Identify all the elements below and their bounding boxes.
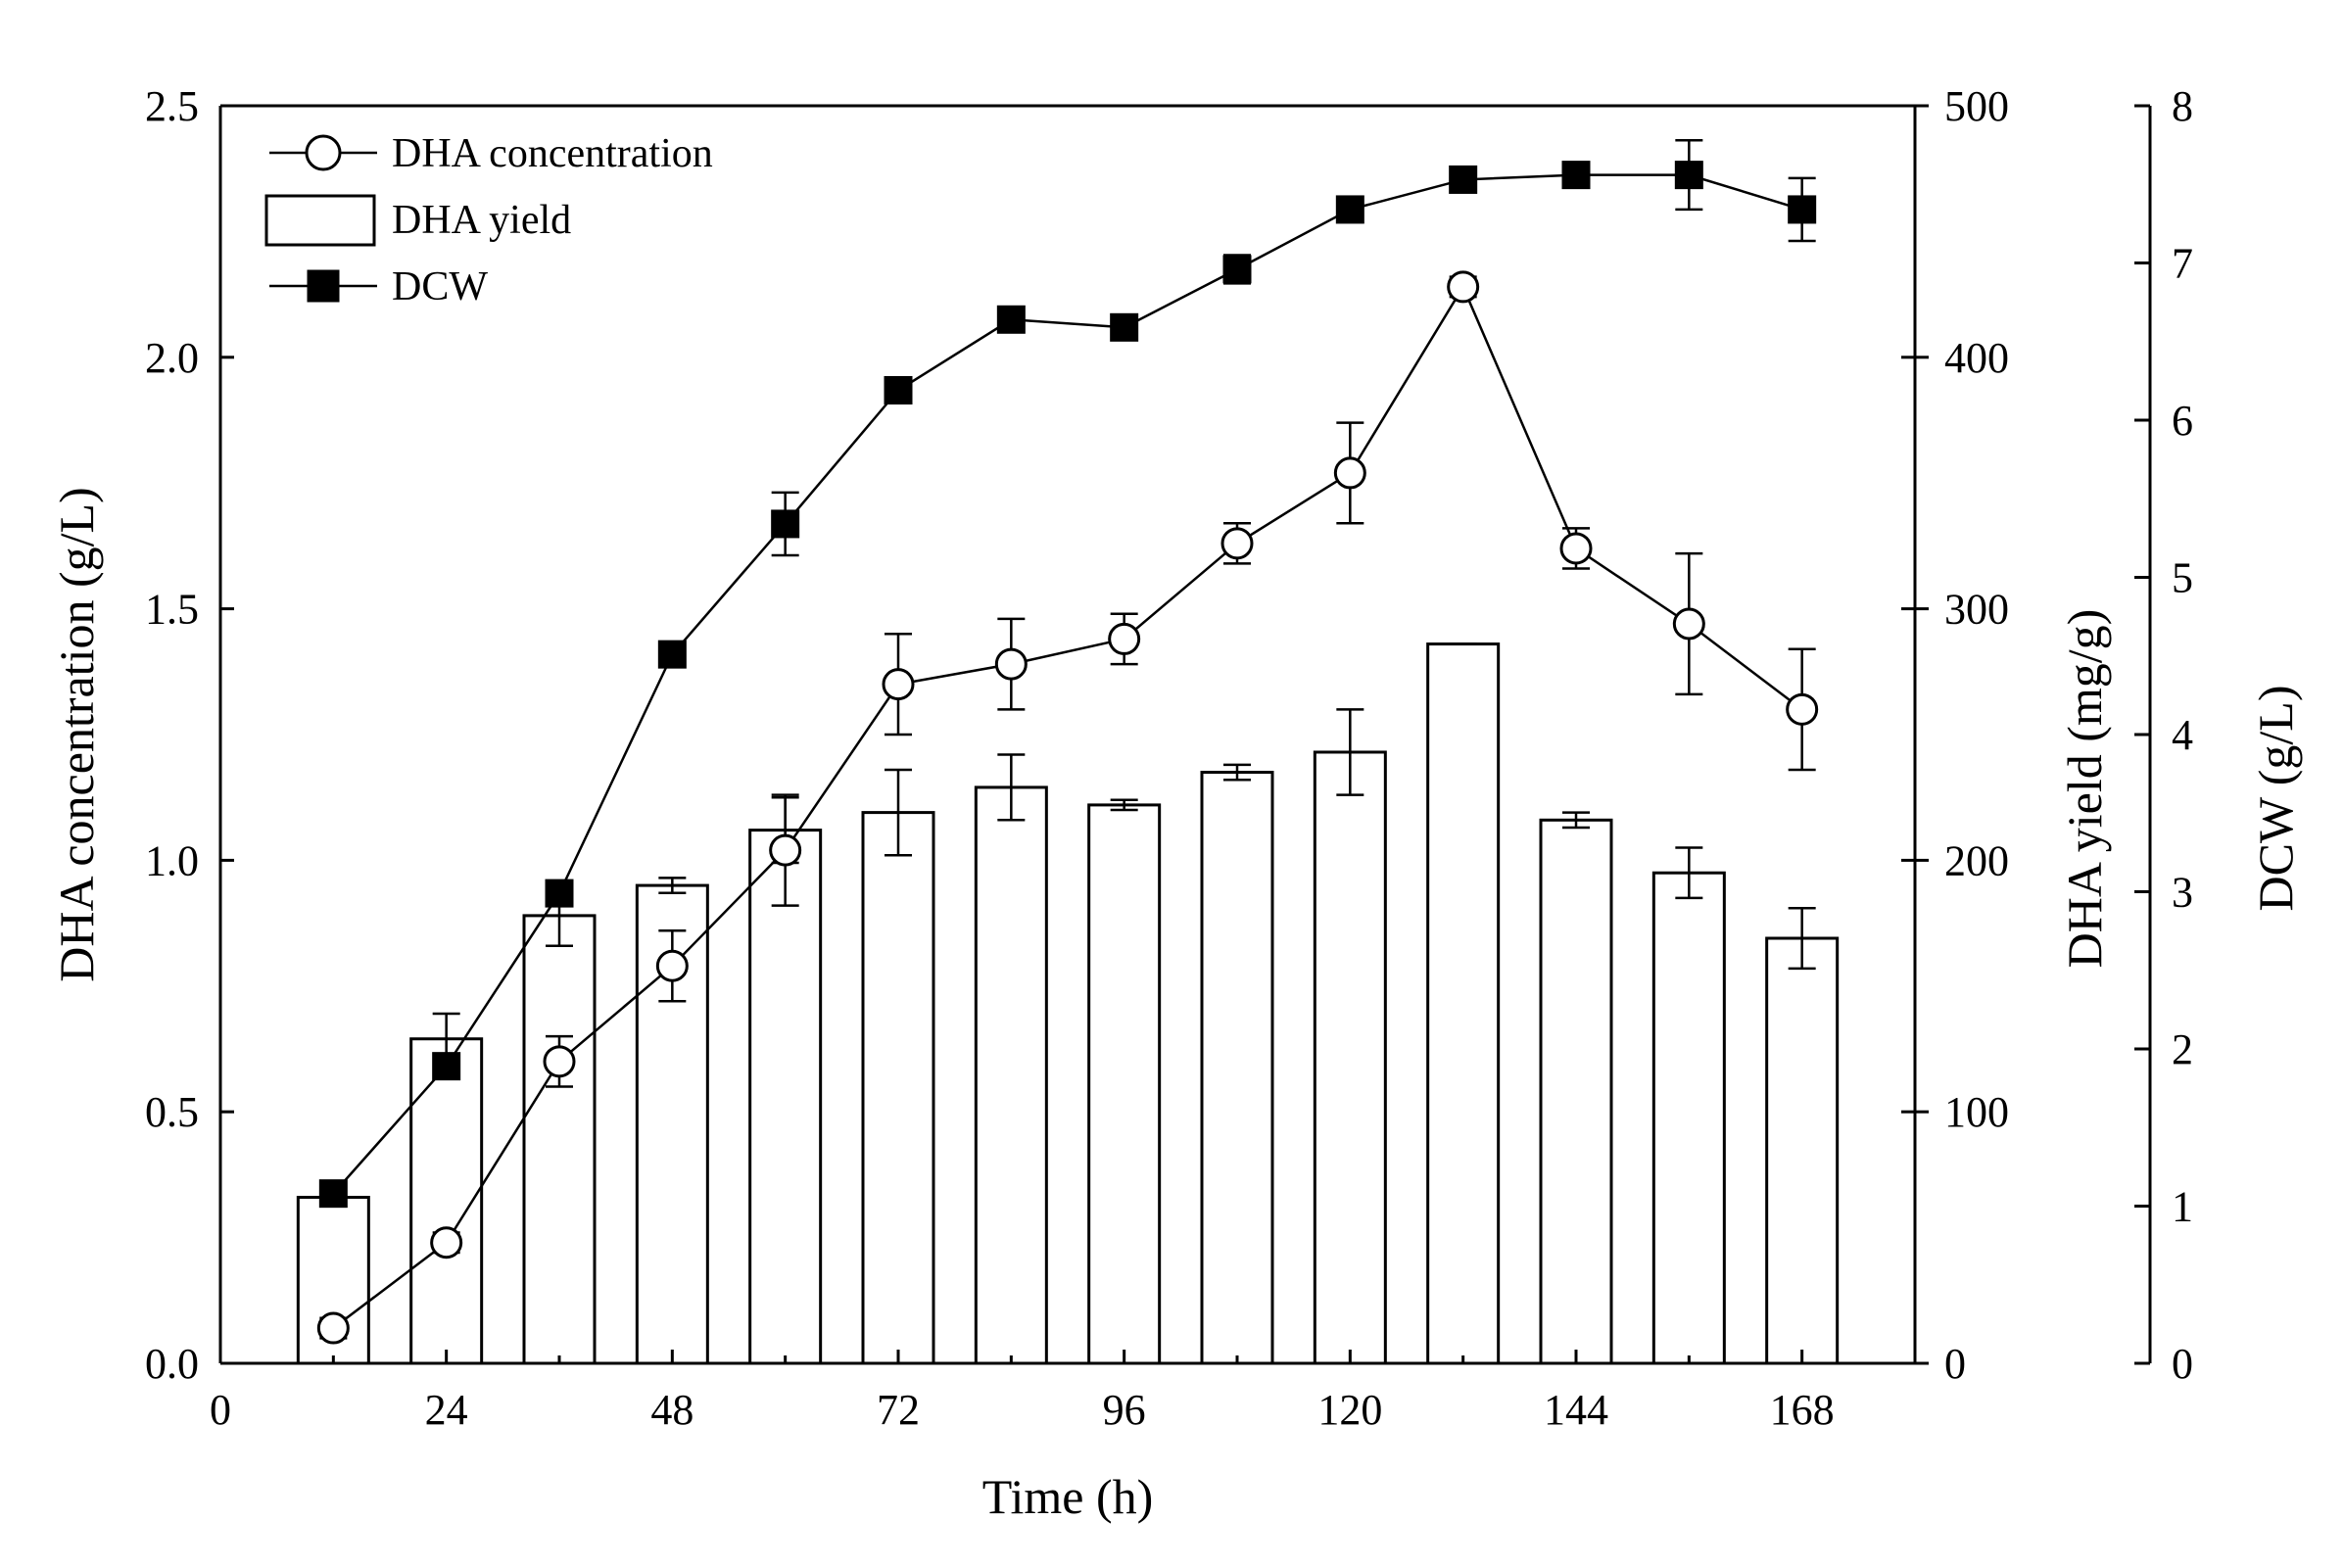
right-yield-tick-label: 200: [1944, 836, 2009, 884]
right-dcw-tick-label: 7: [2172, 240, 2193, 288]
right-dcw-tick-label: 1: [2172, 1183, 2193, 1231]
bar-dha-yield: [748, 829, 823, 1365]
marker-dcw: [1788, 195, 1817, 224]
legend: DHA concentration DHA yield DCW: [264, 131, 713, 309]
marker-dcw: [1561, 161, 1591, 190]
ticks-layer: 0 24 48 72 96 120 144 1680.00.51.01.52.02.50100…: [145, 82, 2193, 1434]
legend-filled-square-icon: [307, 269, 340, 303]
legend-open-circle-icon: [305, 134, 342, 171]
bar-dha-yield: [1087, 803, 1162, 1365]
marker-dha-concentration: [994, 647, 1028, 681]
bar-dha-yield: [1539, 818, 1613, 1365]
marker-dcw: [1674, 161, 1703, 190]
bar-dha-yield: [1426, 642, 1501, 1365]
left-y-tick-label: 2.5: [145, 82, 199, 130]
left-y-tick-label: 0.0: [145, 1340, 199, 1388]
line-dcw: [332, 173, 1803, 1195]
marker-dcw: [545, 879, 574, 908]
right-axis-dcw-title: DCW (g/L): [2248, 686, 2303, 912]
marker-dcw: [657, 640, 687, 669]
right-axis-yield-title: DHA yield (mg/g): [2057, 609, 2112, 969]
right-yield-tick-label: 0: [1944, 1340, 1966, 1388]
right-dcw-tick-label: 4: [2172, 711, 2193, 759]
right-dcw-tick-label: 0: [2172, 1340, 2193, 1388]
right-dcw-tick-label: 3: [2172, 869, 2193, 917]
right-dcw-tick-label: 8: [2172, 82, 2193, 130]
marker-dcw: [1222, 255, 1252, 284]
line-dha-concentration: [332, 284, 1803, 1330]
right-dcw-tick-label: 2: [2172, 1025, 2193, 1073]
marker-dha-concentration: [655, 949, 689, 982]
left-axis-title: DHA concentration (g/L): [49, 487, 104, 981]
bar-dha-yield: [1200, 771, 1274, 1365]
left-y-tick-label: 1.0: [145, 836, 199, 884]
marker-dha-concentration: [1108, 622, 1141, 655]
legend-entry-dha-yield: DHA yield: [264, 194, 571, 247]
marker-dha-concentration: [882, 668, 915, 701]
marker-dcw: [432, 1052, 461, 1081]
marker-dha-concentration: [543, 1045, 576, 1078]
marker-dha-concentration: [1672, 607, 1705, 641]
bar-dha-yield: [522, 914, 597, 1365]
left-y-tick-label: 0.5: [145, 1088, 199, 1136]
right-yield-tick-label: 100: [1944, 1088, 2009, 1136]
marker-dcw: [771, 509, 800, 539]
marker-dcw: [1449, 165, 1478, 194]
marker-dha-concentration: [316, 1311, 350, 1345]
bar-dha-yield: [861, 811, 935, 1365]
bar-dha-yield: [1765, 936, 1840, 1365]
x-tick-label: 24: [425, 1386, 468, 1434]
legend-label-yield: DHA yield: [392, 198, 571, 243]
x-tick-label: 96: [1103, 1386, 1146, 1434]
x-tick-label: 72: [877, 1386, 920, 1434]
right-dcw-tick-label: 6: [2172, 397, 2193, 445]
legend-entry-dha-concentration: DHA concentration: [269, 131, 713, 176]
bar-dha-yield: [974, 785, 1048, 1365]
left-y-tick-label: 2.0: [145, 334, 199, 382]
x-tick-label: 168: [1770, 1386, 1835, 1434]
marker-dcw: [884, 376, 913, 405]
marker-dha-concentration: [430, 1226, 463, 1259]
legend-bar-icon: [264, 194, 376, 247]
marker-dha-concentration: [1559, 532, 1593, 565]
marker-dha-concentration: [1333, 456, 1366, 490]
x-axis-title: Time (h): [982, 1469, 1154, 1524]
marker-dcw: [318, 1179, 348, 1209]
markers-layer: [316, 161, 1819, 1345]
marker-dha-concentration: [1447, 270, 1480, 304]
bars-layer: [296, 642, 1840, 1365]
axes-layer: [218, 104, 2152, 1365]
bar-dha-yield: [1313, 750, 1387, 1365]
marker-dcw: [1110, 312, 1139, 342]
legend-label-concentration: DHA concentration: [392, 131, 713, 176]
right-yield-tick-label: 500: [1944, 82, 2009, 130]
marker-dcw: [1335, 195, 1364, 224]
x-tick-label: 120: [1317, 1386, 1382, 1434]
x-tick-label: 48: [650, 1386, 694, 1434]
legend-label-dcw: DCW: [392, 264, 488, 309]
marker-dha-concentration: [1220, 527, 1254, 560]
marker-dcw: [996, 305, 1026, 334]
bar-dha-yield: [1651, 871, 1726, 1365]
legend-entry-dcw: DCW: [269, 264, 488, 309]
left-y-tick-label: 1.5: [145, 586, 199, 634]
x-tick-label: 144: [1544, 1386, 1608, 1434]
marker-dha-concentration: [769, 833, 802, 867]
right-yield-tick-label: 300: [1944, 586, 2009, 634]
x-tick-label: 0: [210, 1386, 231, 1434]
right-yield-tick-label: 400: [1944, 334, 2009, 382]
marker-dha-concentration: [1786, 692, 1819, 726]
lines-layer: [332, 173, 1803, 1330]
right-dcw-tick-label: 5: [2172, 554, 2193, 602]
